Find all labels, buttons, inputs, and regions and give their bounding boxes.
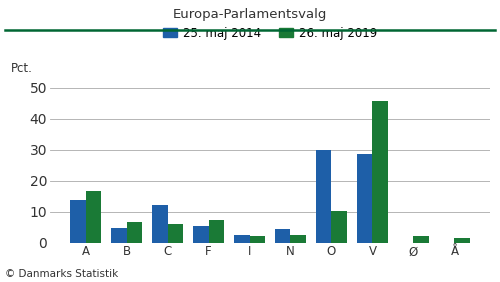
- Bar: [193, 226, 208, 243]
- Bar: [152, 205, 168, 243]
- Bar: [372, 101, 388, 243]
- Legend: 25. maj 2014, 26. maj 2019: 25. maj 2014, 26. maj 2019: [163, 27, 377, 39]
- Bar: [275, 229, 290, 243]
- Bar: [86, 191, 101, 243]
- Text: Pct.: Pct.: [10, 62, 32, 75]
- Bar: [126, 222, 142, 243]
- Bar: [250, 236, 265, 243]
- Bar: [208, 220, 224, 243]
- Bar: [316, 150, 332, 243]
- Bar: [168, 224, 183, 243]
- Text: © Danmarks Statistik: © Danmarks Statistik: [5, 269, 118, 279]
- Bar: [111, 228, 126, 243]
- Text: Europa-Parlamentsvalg: Europa-Parlamentsvalg: [173, 8, 327, 21]
- Bar: [454, 238, 470, 243]
- Bar: [332, 211, 347, 243]
- Bar: [414, 236, 429, 243]
- Bar: [357, 155, 372, 243]
- Bar: [290, 235, 306, 243]
- Bar: [70, 201, 86, 243]
- Bar: [234, 235, 250, 243]
